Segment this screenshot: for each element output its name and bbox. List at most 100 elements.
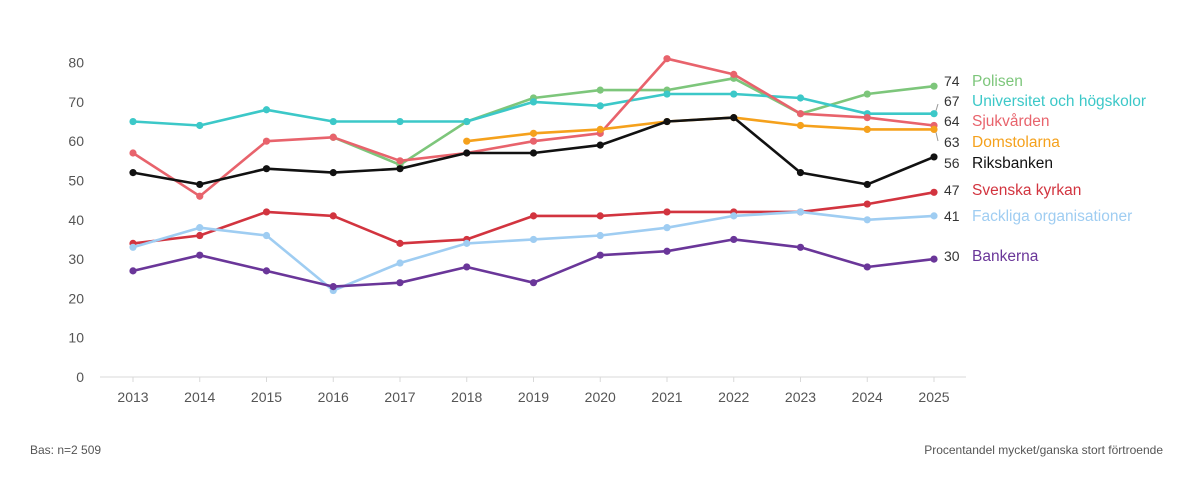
data-point — [863, 90, 871, 98]
x-tick-label: 2024 — [852, 389, 883, 405]
data-point — [329, 169, 337, 177]
data-point — [796, 94, 805, 102]
data-point — [730, 235, 738, 244]
series-bankerna — [129, 235, 938, 291]
y-tick-label: 60 — [68, 133, 84, 149]
x-tick-label: 2013 — [117, 389, 148, 405]
data-point — [930, 255, 938, 263]
y-tick-label: 10 — [68, 330, 84, 346]
y-tick-label: 80 — [68, 55, 84, 71]
leader-line — [935, 103, 939, 111]
data-point — [596, 86, 604, 94]
y-tick-label: 30 — [68, 251, 84, 267]
data-point — [796, 169, 805, 177]
y-tick-label: 50 — [68, 173, 84, 189]
end-value-label: 67 — [944, 93, 960, 109]
legend-label: Fackliga organisationer — [972, 208, 1132, 225]
data-point — [863, 200, 871, 208]
data-point — [596, 212, 604, 220]
end-value-label: 64 — [944, 113, 960, 129]
data-point — [396, 239, 404, 247]
data-point — [730, 70, 738, 78]
data-point — [663, 90, 671, 98]
x-tick-label: 2020 — [585, 389, 616, 405]
data-point — [463, 263, 471, 271]
data-point — [529, 235, 538, 244]
end-value-label: 47 — [944, 182, 960, 198]
data-point — [329, 133, 337, 141]
data-point — [596, 102, 604, 110]
measure-note: Procentandel mycket/ganska stort förtroe… — [924, 443, 1163, 457]
data-point — [262, 106, 271, 114]
data-point — [196, 180, 204, 189]
end-labels: 74 Polisen 67 Universitet och högskolor 64 Sj… — [935, 73, 1146, 265]
series-universitet-och-hogskolor — [129, 90, 938, 130]
data-point — [663, 208, 671, 216]
data-point — [329, 212, 337, 220]
leader-line — [935, 132, 939, 142]
legend-label: Domstolarna — [972, 134, 1060, 151]
data-point — [463, 239, 471, 247]
data-point — [529, 279, 538, 287]
data-point — [796, 121, 805, 130]
data-point — [463, 117, 471, 126]
series-layer — [129, 55, 938, 295]
data-point — [262, 231, 271, 240]
data-point — [730, 90, 738, 98]
data-point — [196, 231, 204, 240]
x-tick-label: 2025 — [918, 389, 949, 405]
data-point — [196, 251, 204, 259]
series-fackliga-organisationer — [129, 208, 938, 295]
legend-label: Universitet och högskolor — [972, 93, 1146, 110]
data-point — [396, 117, 404, 126]
legend-label: Riksbanken — [972, 155, 1053, 172]
y-tick-label: 70 — [68, 94, 84, 110]
base-note: Bas: n=2 509 — [30, 443, 102, 457]
data-point — [796, 208, 805, 216]
data-point — [329, 117, 337, 126]
end-value-label: 74 — [944, 73, 960, 89]
data-point — [730, 212, 738, 220]
data-point — [663, 247, 671, 255]
data-point — [529, 129, 538, 137]
x-tick-label: 2014 — [184, 389, 215, 405]
x-tick-label: 2023 — [785, 389, 816, 405]
series-riksbanken — [129, 114, 938, 189]
data-point — [396, 279, 404, 287]
data-point — [262, 137, 271, 145]
end-value-label: 56 — [944, 155, 960, 171]
x-tick-label: 2015 — [251, 389, 282, 405]
y-tick-label: 20 — [68, 290, 84, 306]
data-point — [529, 149, 538, 157]
legend-label: Sjukvården — [972, 113, 1050, 130]
data-point — [663, 224, 671, 232]
data-point — [930, 110, 938, 118]
x-tick-label: 2022 — [718, 389, 749, 405]
data-point — [463, 149, 471, 157]
x-tick-label: 2018 — [451, 389, 482, 405]
x-tick-label: 2019 — [518, 389, 549, 405]
data-point — [262, 208, 271, 216]
data-point — [596, 141, 604, 149]
data-point — [196, 121, 204, 130]
legend-label: Svenska kyrkan — [972, 182, 1081, 199]
data-point — [930, 82, 938, 90]
end-value-label: 63 — [944, 134, 960, 150]
data-point — [129, 117, 137, 126]
data-point — [796, 243, 805, 251]
x-axis: 2013 2014 2015 2016 2017 2018 2019 2020 2021 2022… — [100, 376, 966, 405]
data-point — [396, 259, 404, 267]
y-axis: 0 10 20 30 40 50 60 70 80 — [68, 55, 84, 385]
data-point — [730, 114, 738, 122]
x-tick-label: 2021 — [651, 389, 682, 405]
series-line — [332, 77, 936, 167]
legend-label: Polisen — [972, 73, 1023, 90]
data-point — [863, 125, 871, 134]
data-point — [930, 188, 938, 196]
y-tick-label: 0 — [76, 369, 84, 385]
data-point — [529, 137, 538, 145]
data-point — [129, 169, 137, 177]
data-point — [196, 224, 204, 232]
data-point — [663, 55, 671, 63]
